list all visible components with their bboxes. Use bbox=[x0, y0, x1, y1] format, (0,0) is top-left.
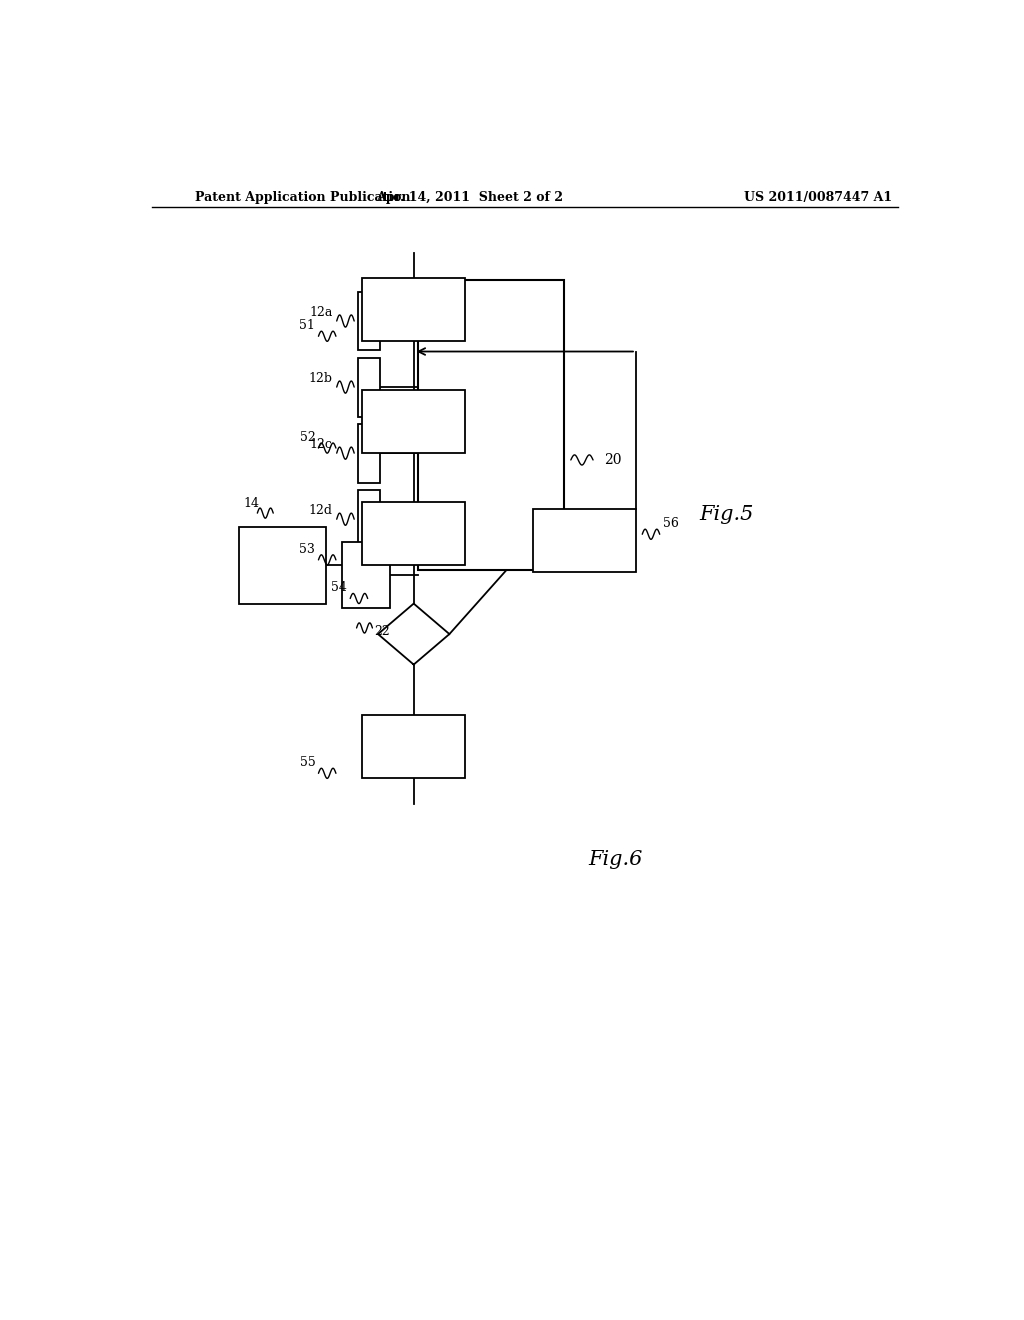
Bar bbox=[362, 391, 465, 453]
Text: 12d: 12d bbox=[309, 504, 333, 517]
Bar bbox=[358, 424, 380, 483]
Bar bbox=[240, 528, 327, 603]
Bar bbox=[342, 541, 390, 607]
Bar bbox=[358, 358, 380, 417]
Text: Apr. 14, 2011  Sheet 2 of 2: Apr. 14, 2011 Sheet 2 of 2 bbox=[376, 190, 563, 203]
Text: 14: 14 bbox=[243, 498, 259, 510]
Bar bbox=[358, 490, 380, 549]
Polygon shape bbox=[378, 603, 450, 664]
Text: 20: 20 bbox=[604, 453, 622, 467]
Text: 22: 22 bbox=[374, 624, 390, 638]
Text: 12c: 12c bbox=[310, 438, 333, 451]
Text: Fig.6: Fig.6 bbox=[588, 850, 643, 869]
Text: 55: 55 bbox=[300, 756, 315, 770]
Text: 56: 56 bbox=[663, 517, 679, 531]
Text: 54: 54 bbox=[331, 581, 347, 594]
Bar bbox=[362, 279, 465, 342]
Text: Fig.5: Fig.5 bbox=[699, 504, 754, 524]
Text: US 2011/0087447 A1: US 2011/0087447 A1 bbox=[744, 190, 893, 203]
Text: Patent Application Publication: Patent Application Publication bbox=[196, 190, 411, 203]
Text: 53: 53 bbox=[299, 543, 315, 556]
Text: 52: 52 bbox=[300, 432, 315, 444]
Bar bbox=[362, 715, 465, 779]
Text: 12a: 12a bbox=[309, 306, 333, 319]
Bar bbox=[358, 292, 380, 351]
Bar bbox=[532, 510, 636, 572]
Text: 51: 51 bbox=[299, 319, 315, 333]
Text: 12b: 12b bbox=[309, 372, 333, 385]
Bar bbox=[362, 502, 465, 565]
Bar bbox=[418, 280, 564, 570]
